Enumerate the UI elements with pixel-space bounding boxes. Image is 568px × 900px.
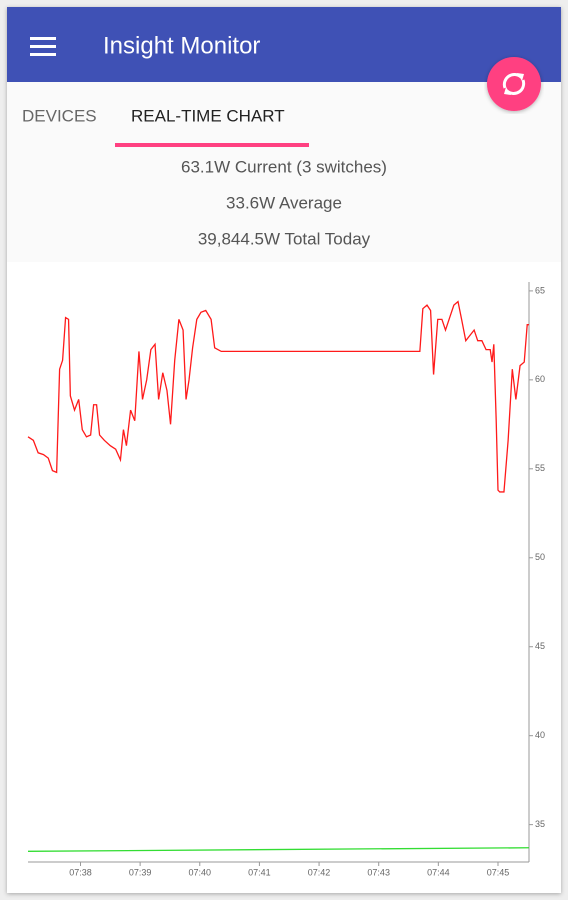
chart: 35 40 45 50 55 60 65 07:38 07:39 07:40 07:41 07:42 0… bbox=[27, 282, 545, 877]
y-tick-label: 35 bbox=[535, 819, 545, 829]
tab-indicator bbox=[115, 143, 309, 147]
x-tick-label: 07:41 bbox=[248, 867, 271, 877]
app-title: Insight Monitor bbox=[103, 32, 260, 59]
refresh-arrows bbox=[504, 73, 524, 95]
x-tick-label: 07:38 bbox=[69, 867, 92, 877]
stat-total: 39,844.5W Total Today bbox=[198, 229, 371, 248]
series-line bbox=[27, 300, 529, 493]
y-tick-label: 60 bbox=[535, 374, 545, 384]
y-tick-label: 45 bbox=[535, 641, 545, 651]
tab-bar bbox=[7, 82, 561, 145]
y-tick-label: 50 bbox=[535, 552, 545, 562]
tab[interactable]: REAL-TIME CHART bbox=[131, 106, 285, 125]
tab[interactable]: DEVICES bbox=[22, 106, 97, 125]
fab bbox=[487, 57, 541, 111]
app-bar bbox=[7, 7, 561, 82]
x-tick-label: 07:45 bbox=[487, 867, 510, 877]
stats-panel bbox=[7, 145, 561, 262]
x-tick-label: 07:42 bbox=[308, 867, 331, 877]
x-tick-label: 07:40 bbox=[189, 867, 212, 877]
y-tick-label: 55 bbox=[535, 463, 545, 473]
menu-bar bbox=[30, 45, 56, 48]
menu-bar bbox=[30, 37, 56, 40]
series-line bbox=[27, 847, 530, 852]
menu-button[interactable] bbox=[30, 37, 56, 56]
refresh-button[interactable] bbox=[487, 57, 541, 111]
y-tick-label: 65 bbox=[535, 285, 545, 295]
stat-current: 63.1W Current (3 switches) bbox=[181, 157, 387, 176]
x-tick-label: 07:43 bbox=[367, 867, 390, 877]
y-tick-label: 40 bbox=[535, 730, 545, 740]
stat-average: 33.6W Average bbox=[226, 193, 342, 212]
menu-bar bbox=[30, 53, 56, 56]
x-tick-label: 07:39 bbox=[129, 867, 152, 877]
x-tick-label: 07:44 bbox=[427, 867, 450, 877]
